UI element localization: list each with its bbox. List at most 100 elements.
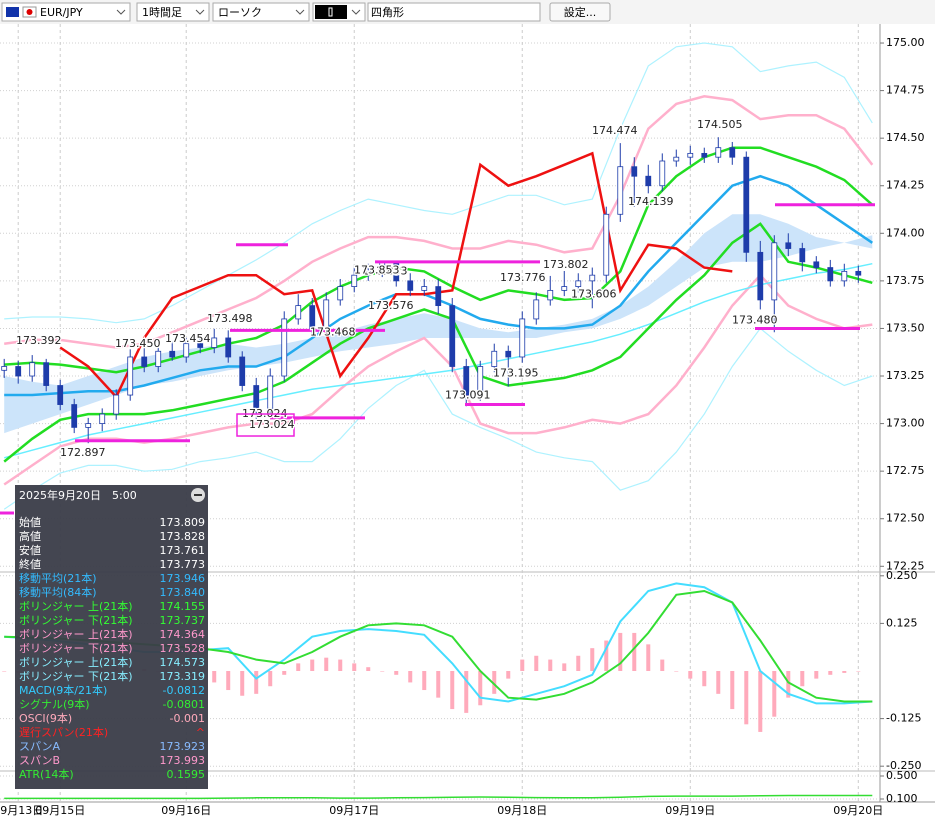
y-tick-label: 173.25 xyxy=(886,369,925,382)
info-value: -0.0812 xyxy=(163,684,205,697)
info-label: シグナル(9本) xyxy=(19,697,90,711)
info-value: 173.993 xyxy=(160,754,206,767)
indicator-line xyxy=(3,222,873,463)
chart-style-select[interactable]: ローソク xyxy=(212,2,310,22)
info-label: 始値 xyxy=(19,515,41,529)
osci-bar xyxy=(562,663,567,671)
price-annotation: 173.480 xyxy=(732,313,778,326)
candle-body xyxy=(183,343,190,358)
x-tick-label: 09月20日 xyxy=(833,804,883,817)
y-tick-label: 173.75 xyxy=(886,274,925,287)
osci-bar xyxy=(254,671,259,694)
drawing-tool-field[interactable]: 四角形 xyxy=(367,2,541,22)
osci-bar xyxy=(478,671,483,706)
info-value: 174.155 xyxy=(160,600,206,613)
info-value: 173.923 xyxy=(160,740,206,753)
candle-body xyxy=(57,385,64,405)
info-label: 高値 xyxy=(19,529,41,543)
indicator-line xyxy=(4,42,873,324)
info-value: 174.364 xyxy=(160,628,206,641)
candle-body xyxy=(547,289,554,301)
candle-body xyxy=(785,242,792,249)
info-value: 173.773 xyxy=(160,558,206,571)
price-annotation: 173.853 xyxy=(354,263,400,276)
osci-bar xyxy=(310,659,315,671)
y-tick-label: 172.75 xyxy=(886,464,925,477)
price-annotation: 173.606 xyxy=(571,287,617,300)
x-tick-label: 09月15日 xyxy=(35,804,85,817)
price-annotation: 172.897 xyxy=(60,446,106,459)
candle-body xyxy=(841,270,848,282)
info-label: ボリンジャー 下(21本) xyxy=(19,641,133,655)
osci-bar xyxy=(590,648,595,671)
info-value: 173.840 xyxy=(160,586,206,599)
osci-bar xyxy=(674,671,679,672)
candle-body xyxy=(253,385,260,409)
osci-bar xyxy=(604,640,609,671)
osci-bar xyxy=(534,655,539,671)
indicator-line xyxy=(4,95,874,349)
candle-body xyxy=(771,242,778,301)
candle-body xyxy=(365,270,372,276)
osci-bar xyxy=(212,671,217,683)
y-tick-label: 0.250 xyxy=(886,569,918,582)
osci-bar xyxy=(730,671,735,710)
info-label: ボリンジャー 上(21本) xyxy=(19,627,133,641)
osci-bar xyxy=(338,659,343,671)
info-label: MACD(9本/21本) xyxy=(19,683,107,697)
price-annotation: 173.853 xyxy=(362,264,408,277)
y-tick-label: 175.00 xyxy=(886,36,925,49)
candle-body xyxy=(1,366,8,371)
symbol-text: EUR/JPY xyxy=(40,6,83,19)
osci-bar xyxy=(772,671,777,717)
y-tick-label: 0.500 xyxy=(886,769,918,782)
info-label: OSCI(9本) xyxy=(19,711,72,725)
osci-bar xyxy=(352,663,357,671)
y-tick-label: -0.250 xyxy=(886,759,921,772)
y-tick-label: 172.25 xyxy=(886,559,925,572)
indicator-line xyxy=(4,262,873,459)
color-select[interactable] xyxy=(312,2,366,22)
candle-body xyxy=(407,280,414,291)
osci-bar xyxy=(226,671,231,691)
info-label: ボリンジャー 下(21本) xyxy=(19,613,133,627)
osci-bar xyxy=(618,632,623,671)
osci-bar xyxy=(814,671,819,679)
timeframe-text: 1時間足 xyxy=(142,6,182,19)
price-annotation: 173.091 xyxy=(445,388,491,401)
timeframe-select[interactable]: 1時間足 xyxy=(136,2,210,22)
candle-body xyxy=(715,147,722,158)
candle-body xyxy=(309,305,316,329)
info-value: 173.761 xyxy=(160,544,206,557)
candle-body xyxy=(225,337,232,358)
price-annotation: 173.498 xyxy=(207,312,253,325)
osci-bar xyxy=(828,671,833,675)
y-tick-label: 0.100 xyxy=(886,792,918,805)
info-value: 173.946 xyxy=(160,572,206,585)
candle-body xyxy=(211,337,218,348)
info-label: 終値 xyxy=(19,557,41,571)
candle-body xyxy=(855,270,862,276)
y-tick-label: 172.50 xyxy=(886,512,925,525)
settings-button[interactable]: 設定... xyxy=(549,2,611,22)
candle-body xyxy=(631,166,638,177)
panel-candlestick: 172.25 172.50 172.75 173.00 173.25 173.50 173.… xyxy=(0,24,925,817)
y-tick-label: 174.75 xyxy=(886,84,925,97)
info-panel: 2025年9月20日 5:00 始値 173.809 高値 173.828 安値 173.… xyxy=(15,485,208,789)
candle-body xyxy=(659,160,666,187)
osci-bar xyxy=(646,644,651,671)
y-tick-label: 174.00 xyxy=(886,226,925,239)
candle-body xyxy=(687,152,694,158)
info-label: 移動平均(21本) xyxy=(19,571,97,585)
candle-body xyxy=(239,356,246,386)
info-value: 0.1595 xyxy=(167,768,206,781)
candle-body xyxy=(505,350,512,358)
candle-body xyxy=(827,267,834,282)
info-label: ATR(14本) xyxy=(19,767,74,781)
info-value: 174.573 xyxy=(160,656,206,669)
candle-body xyxy=(421,286,428,291)
osci-bar xyxy=(282,671,287,675)
osci-bar xyxy=(800,671,805,687)
symbol-select[interactable]: EUR/JPY xyxy=(1,2,131,22)
